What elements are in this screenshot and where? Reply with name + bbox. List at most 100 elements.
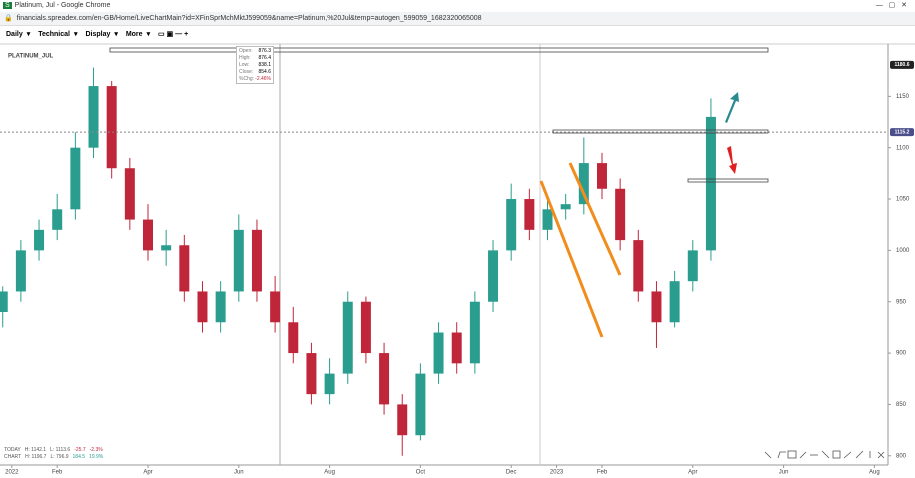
candle-body — [70, 147, 81, 210]
instrument-label: PLATINUM_JUL — [8, 54, 54, 60]
y-tick-label: 1000 — [896, 248, 910, 254]
candle-body — [106, 86, 117, 169]
price-tag-label: 1180.6 — [894, 62, 909, 68]
y-tick-label: 850 — [896, 402, 907, 408]
candle-body — [560, 204, 571, 210]
candle-body — [360, 301, 371, 354]
y-tick-label: 800 — [896, 453, 907, 459]
drawing-tools[interactable] — [764, 450, 885, 459]
address-bar[interactable]: 🔒 financials.spreadex.com/en-GB/Home/Live… — [0, 12, 915, 26]
ohlc-value: 876.3 — [258, 48, 271, 54]
candle-body — [379, 353, 390, 405]
stat-text: 19.9% — [89, 454, 104, 460]
ohlc-row: Low: 838.1 — [239, 62, 271, 69]
ohlc-label: Low: — [239, 62, 250, 68]
candle-body — [233, 229, 244, 292]
stat-text: TODAY — [4, 447, 21, 453]
x-tick-label: Apr — [143, 470, 152, 476]
x-tick-label: Oct — [416, 470, 426, 476]
y-tick-label: 1150 — [896, 94, 910, 100]
ohlc-value: 838.1 — [258, 62, 271, 68]
ohlc-label: High: — [239, 55, 251, 61]
candle-body — [124, 168, 135, 220]
trend-line — [568, 162, 622, 276]
candle-body — [251, 229, 262, 292]
menu-daily[interactable]: Daily — [6, 31, 23, 38]
candle-body — [306, 353, 317, 395]
candle-body — [524, 199, 535, 230]
ohlc-value: 876.4 — [258, 55, 271, 61]
candle-body — [651, 291, 662, 323]
candle-body — [633, 240, 644, 292]
candle-body — [488, 250, 499, 302]
window-title: Platinum, Jul - Google Chrome — [14, 2, 111, 9]
candle-body — [52, 209, 63, 230]
candle-body — [143, 219, 153, 251]
y-tick-label: 1050 — [896, 197, 910, 203]
candle-body — [0, 291, 8, 312]
candle-body — [270, 291, 281, 323]
menu-technical[interactable]: Technical — [38, 31, 70, 38]
candle-body — [506, 199, 517, 251]
stat-text: L: 796.9 — [50, 454, 69, 460]
stat-text: H: 1142.1 — [24, 447, 47, 453]
x-tick-label: 2023 — [550, 470, 564, 476]
today-stats: TODAY H: 1142.1 L: 1113.6 -25.7 -2.3% — [4, 447, 107, 453]
candle-body — [34, 229, 45, 251]
y-tick-label: 900 — [896, 351, 907, 357]
x-tick-label: Jun — [234, 470, 244, 476]
stat-text: L: 1113.6 — [50, 447, 71, 453]
ohlc-row: %Chg: -2.46% — [239, 76, 271, 83]
candle-body — [669, 281, 680, 323]
ohlc-row: High: 876.4 — [239, 55, 271, 62]
candle-body — [596, 163, 607, 189]
price-tag — [890, 128, 914, 137]
ohlc-label: %Chg: — [239, 76, 255, 82]
menu-display[interactable]: Display — [85, 31, 111, 38]
candle-body — [433, 332, 444, 374]
toolbar-icons[interactable]: ▭ ▣ — + — [158, 31, 189, 38]
trend-line — [539, 180, 604, 338]
candle-body — [161, 245, 172, 251]
candle-body — [469, 301, 480, 364]
candle-body — [687, 250, 698, 282]
stat-text: H: 1196.7 — [25, 454, 47, 460]
x-tick-label: Apr — [688, 470, 697, 476]
ohlc-label: Close: — [239, 69, 254, 75]
candle-body — [542, 209, 553, 230]
x-tick-label: Feb — [52, 470, 63, 476]
x-tick-label: Aug — [869, 470, 880, 476]
candle-body — [578, 163, 589, 205]
candle-body — [179, 245, 190, 292]
menu-more[interactable]: More — [125, 31, 143, 38]
ohlc-value: 854.6 — [258, 69, 271, 75]
window-controls[interactable]: — ▢ ✕ — [875, 2, 907, 9]
ohlc-label: Open: — [239, 48, 253, 54]
x-tick-label: 2022 — [5, 470, 19, 476]
down-arrow — [727, 146, 737, 174]
candle-body — [197, 291, 208, 323]
stat-text: -25.7 — [74, 447, 86, 453]
toolbar: Daily ▾ Technical ▾ Display ▾ More ▾ ▭ ▣ — + — [6, 31, 189, 38]
ohlc-value: -2.46% — [255, 76, 271, 82]
x-tick-label: Aug — [324, 470, 335, 476]
candle-body — [215, 291, 226, 323]
candle-body — [615, 188, 626, 241]
candle-body — [15, 250, 26, 292]
candle-body — [397, 404, 408, 436]
y-tick-label: 950 — [896, 299, 907, 305]
price-tag-label: 1115.2 — [895, 129, 910, 135]
candle-body — [342, 301, 353, 374]
drawn-box — [687, 178, 769, 183]
candle-body — [415, 373, 426, 436]
candle-body — [288, 322, 299, 354]
stat-text: -2.3% — [89, 447, 103, 453]
drawn-box — [109, 47, 769, 53]
candle-body — [324, 373, 335, 395]
ohlc-row: Close: 854.6 — [239, 69, 271, 76]
app-icon: S — [3, 2, 12, 9]
candle-body — [88, 86, 99, 148]
drawn-box — [552, 129, 769, 134]
